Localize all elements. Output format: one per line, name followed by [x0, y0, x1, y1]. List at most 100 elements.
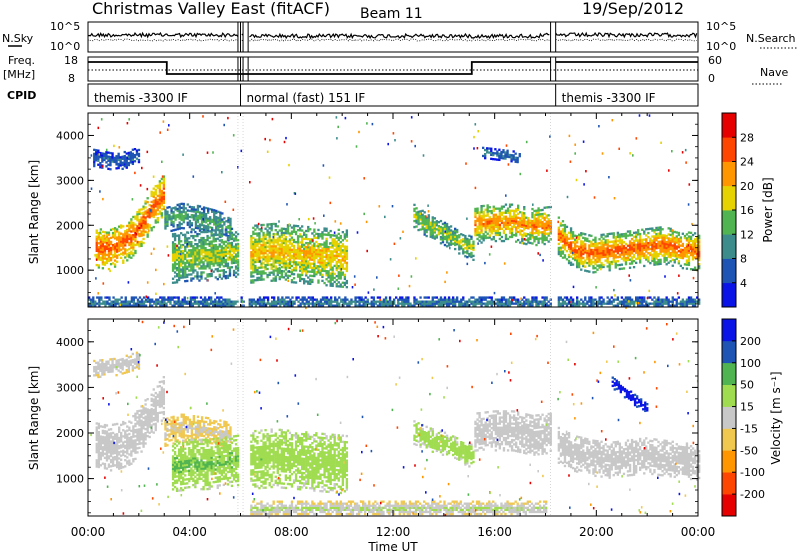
data-cell [622, 259, 626, 262]
data-cell [182, 217, 185, 220]
data-cell [99, 228, 103, 231]
data-cell [616, 296, 620, 299]
data-cell [288, 232, 292, 235]
data-cell [590, 258, 593, 262]
nsky-tick-top: 10^5 [50, 20, 80, 33]
data-cell [515, 226, 518, 229]
data-cell [494, 298, 498, 301]
data-cell [433, 227, 437, 230]
data-cell [462, 238, 465, 241]
data-cell [140, 218, 143, 221]
data-cell [539, 221, 542, 224]
data-cell [204, 251, 207, 254]
data-cell [164, 223, 167, 226]
data-cell [156, 208, 159, 212]
data-cell [214, 262, 217, 265]
data-cell [234, 261, 238, 264]
data-cell [272, 245, 275, 248]
data-cell [343, 255, 347, 258]
data-cell [679, 256, 683, 259]
data-cell [547, 222, 550, 225]
data-cell [588, 260, 591, 263]
data-cell [397, 298, 400, 301]
data-cell [561, 304, 565, 307]
data-cell [114, 302, 117, 305]
data-cell [90, 298, 93, 301]
data-cell [612, 252, 615, 255]
data-cell [506, 221, 510, 225]
data-cell [527, 227, 530, 230]
data-cell [309, 252, 312, 255]
data-cell [689, 243, 693, 247]
data-cell [657, 300, 660, 303]
data-cell [340, 298, 343, 301]
data-cell [289, 302, 292, 305]
data-cell [169, 300, 172, 303]
data-cell [502, 151, 505, 154]
data-cell [657, 236, 660, 240]
data-cell [196, 206, 200, 210]
data-cell [109, 228, 113, 232]
data-cell [474, 207, 477, 211]
data-cell [431, 296, 434, 299]
data-cell [118, 237, 121, 240]
data-cell [626, 230, 630, 233]
data-cell [488, 296, 491, 299]
data-cell [151, 304, 154, 307]
data-cell [504, 203, 508, 206]
data-cell [464, 255, 467, 258]
data-cell [122, 241, 125, 244]
data-cell [208, 264, 211, 268]
beam-title: Beam 11 [360, 6, 423, 22]
data-cell [194, 243, 197, 246]
data-cell [582, 252, 585, 256]
data-cell [345, 269, 349, 273]
data-cell [277, 300, 280, 303]
data-cell [561, 300, 565, 303]
data-cell [266, 249, 269, 253]
data-cell [691, 268, 695, 271]
data-cell [331, 260, 334, 263]
data-cell [502, 221, 506, 225]
data-cell [665, 263, 668, 266]
data-cell [677, 250, 681, 253]
data-cell [200, 257, 203, 260]
data-cell [307, 264, 310, 267]
data-cell [146, 197, 149, 200]
data-cell [172, 221, 175, 224]
data-cell [282, 247, 286, 251]
data-cell [415, 219, 418, 222]
data-cell [128, 241, 131, 245]
data-cell [134, 237, 137, 241]
data-cell [537, 217, 540, 220]
data-cell [284, 240, 288, 243]
data-cell [219, 213, 222, 216]
data-cell [480, 215, 483, 218]
data-cell [103, 261, 107, 264]
data-cell [309, 302, 312, 305]
data-cell [592, 298, 595, 301]
data-cell [122, 239, 125, 242]
data-cell [178, 250, 181, 253]
data-cell [537, 233, 540, 236]
data-cell [433, 223, 437, 226]
data-cell [464, 239, 467, 242]
data-cell [222, 246, 226, 250]
data-cell [252, 240, 255, 244]
data-cell [673, 238, 676, 242]
data-cell [504, 298, 508, 301]
data-cell [292, 240, 296, 244]
data-cell [118, 239, 121, 242]
data-cell [425, 230, 428, 234]
data-cell [427, 300, 430, 303]
data-cell [142, 302, 146, 305]
data-cell [683, 234, 687, 238]
data-cell [164, 227, 167, 230]
data-cell [437, 298, 441, 301]
data-cell [126, 304, 129, 307]
data-cell [484, 148, 487, 152]
data-cell [146, 215, 149, 218]
data-cell [230, 249, 234, 253]
data-cell [268, 251, 271, 254]
data-cell [270, 263, 273, 266]
